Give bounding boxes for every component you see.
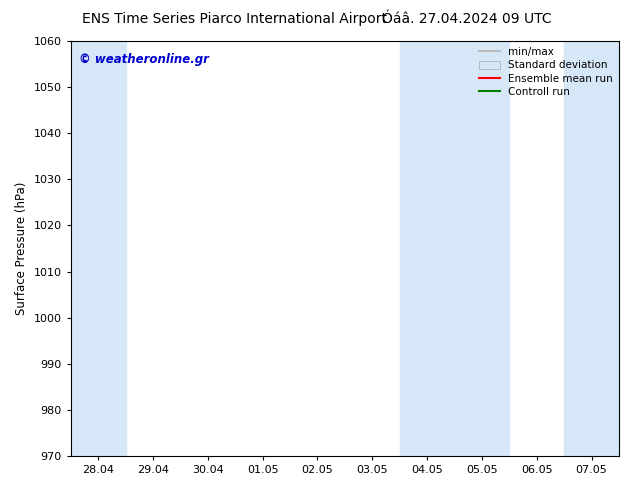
Text: © weatheronline.gr: © weatheronline.gr xyxy=(79,53,209,67)
Y-axis label: Surface Pressure (hPa): Surface Pressure (hPa) xyxy=(15,182,28,315)
Bar xyxy=(71,41,126,456)
Bar xyxy=(399,41,509,456)
Text: Óáâ. 27.04.2024 09 UTC: Óáâ. 27.04.2024 09 UTC xyxy=(382,12,552,26)
Text: ENS Time Series Piarco International Airport: ENS Time Series Piarco International Air… xyxy=(82,12,387,26)
Bar xyxy=(564,41,619,456)
Legend: min/max, Standard deviation, Ensemble mean run, Controll run: min/max, Standard deviation, Ensemble me… xyxy=(475,43,617,101)
